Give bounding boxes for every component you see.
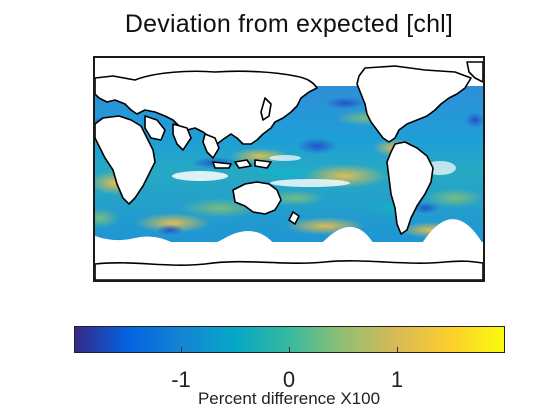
- japan-islands: [260, 97, 272, 121]
- india-landmass: [172, 123, 192, 151]
- colorbar-tick-mark: [289, 347, 290, 352]
- colorbar-tick-label: 1: [390, 367, 404, 392]
- south-america-landmass: [386, 141, 434, 235]
- north-america-landmass: [356, 65, 472, 143]
- colorbar-tick-label: 0: [282, 367, 296, 392]
- indonesia-islands: [212, 159, 272, 169]
- colorbar-tick-label: -1: [171, 367, 191, 392]
- colorbar-label: Percent difference X100: [197, 389, 381, 408]
- colorbar-tick-mark: [397, 347, 398, 352]
- southeast-asia-landmass: [202, 133, 220, 159]
- continents: [95, 61, 483, 280]
- new-zealand-islands: [288, 211, 300, 225]
- figure-title: Deviation from expected [chl]: [124, 10, 454, 38]
- africa-landmass: [95, 115, 156, 205]
- colorbar-tick-mark: [181, 347, 182, 352]
- greenland-landmass: [466, 61, 483, 83]
- world-map: [93, 56, 485, 282]
- arabia-landmass: [144, 115, 166, 141]
- australia-landmass: [232, 181, 282, 215]
- antarctica-landmass: [95, 260, 483, 280]
- eurasia-landmass: [95, 70, 318, 145]
